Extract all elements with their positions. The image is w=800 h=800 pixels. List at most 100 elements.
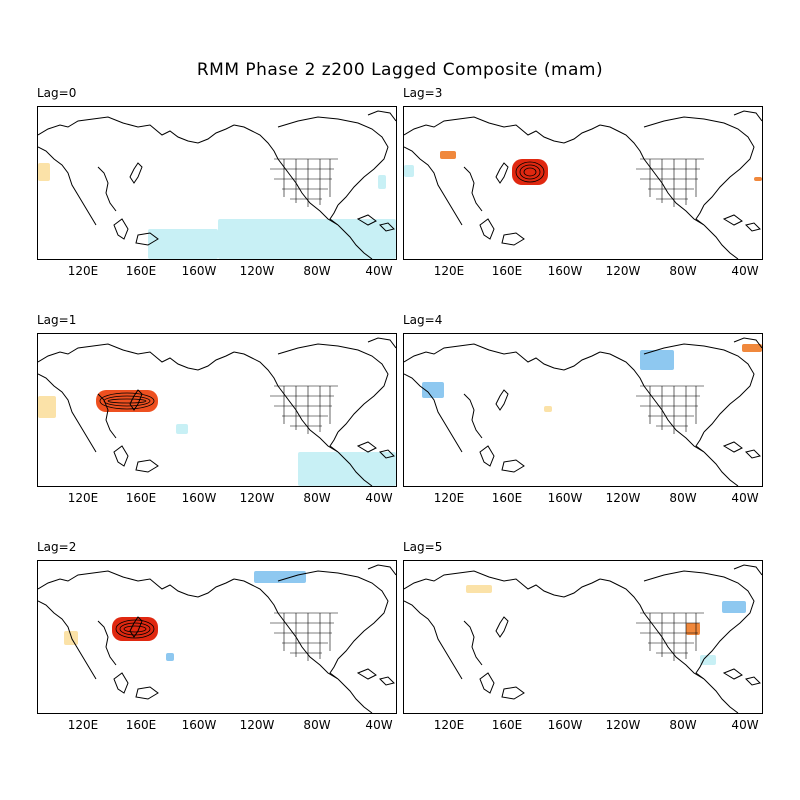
longitude-tick-label: 80W	[669, 264, 697, 278]
longitude-tick-label: 160W	[181, 264, 217, 278]
anomaly-patch	[722, 601, 746, 613]
coastline	[367, 110, 396, 122]
longitude-tick-label: 120E	[433, 718, 465, 732]
map-canvas	[404, 337, 762, 486]
contour-line	[515, 161, 545, 183]
coastline	[733, 564, 762, 576]
coastline	[233, 578, 339, 680]
anomaly-patch	[512, 159, 548, 185]
anomaly-patch	[422, 382, 444, 398]
coastline-layer	[404, 110, 762, 259]
anomaly-patch	[754, 177, 762, 181]
coastline	[38, 600, 97, 680]
anomaly-patch	[64, 631, 78, 645]
coastline	[129, 389, 143, 411]
coastline	[135, 232, 159, 246]
coastline	[501, 459, 525, 473]
coastline	[329, 431, 339, 453]
map-frame	[403, 333, 763, 487]
anomaly-patch	[96, 390, 158, 412]
longitude-tick-label: 40W	[731, 491, 759, 505]
anomaly-patch	[544, 406, 552, 412]
longitude-tick-label: 120W	[239, 718, 275, 732]
coastline	[379, 222, 395, 232]
coastline	[38, 373, 97, 453]
coastline	[129, 616, 143, 638]
longitude-tick-label: 160W	[181, 718, 217, 732]
panel-lag5: Lag=5 120E 160E 160W 120W 80W 40W	[403, 540, 763, 732]
longitude-tick-label: 120E	[67, 491, 99, 505]
contour-line	[523, 167, 537, 177]
longitude-tick-label: 160E	[125, 264, 157, 278]
anomaly-patch	[640, 350, 674, 370]
longitude-tick-label: 80W	[303, 491, 331, 505]
anomaly-patch	[38, 396, 56, 418]
coastline	[643, 343, 755, 433]
panel-label: Lag=5	[403, 540, 443, 554]
anomaly-patch	[176, 424, 188, 434]
coastline	[404, 570, 601, 598]
map-frame	[403, 560, 763, 714]
coastline	[404, 600, 463, 680]
longitude-tick-label: 120W	[239, 491, 275, 505]
longitude-tick-label: 160E	[491, 264, 523, 278]
panel-lag1: Lag=1 120E 160E 160W 120W 80W 40W	[37, 313, 397, 505]
longitude-tick-label: 40W	[365, 491, 393, 505]
anomaly-patch	[112, 617, 158, 641]
longitude-tick-label: 160E	[125, 491, 157, 505]
coastline	[277, 343, 389, 433]
coastline	[745, 449, 761, 459]
coastline	[38, 343, 235, 371]
coastline	[337, 451, 373, 486]
map-frame	[37, 106, 397, 260]
longitude-tick-label: 40W	[365, 264, 393, 278]
coastline	[97, 393, 117, 439]
coastline-layer	[404, 564, 762, 713]
anomaly-patch	[404, 165, 414, 177]
map-canvas	[38, 337, 396, 486]
coastline	[404, 146, 463, 226]
coastline	[495, 616, 509, 638]
coastline	[495, 162, 509, 184]
coastline	[463, 620, 483, 666]
map-canvas	[404, 564, 762, 713]
longitude-axis: 120E 160E 160W 120W 80W 40W	[37, 491, 397, 505]
longitude-tick-label: 120W	[605, 718, 641, 732]
coastline	[703, 678, 739, 713]
coastline	[404, 116, 601, 144]
coastline	[745, 676, 761, 686]
anomaly-patch	[440, 151, 456, 159]
map-canvas	[38, 564, 396, 713]
coastline	[745, 222, 761, 232]
coastline	[501, 232, 525, 246]
coastline	[135, 686, 159, 700]
coastline	[113, 445, 129, 467]
coastline	[643, 570, 755, 660]
coastline	[695, 658, 705, 680]
coastline	[337, 678, 373, 713]
coastline	[479, 672, 495, 694]
anomaly-layer	[404, 151, 762, 185]
longitude-tick-label: 40W	[731, 718, 759, 732]
coastline	[113, 218, 129, 240]
longitude-tick-label: 120E	[67, 264, 99, 278]
anomaly-patch	[700, 655, 716, 665]
coastline-layer	[404, 337, 762, 486]
longitude-tick-label: 40W	[365, 718, 393, 732]
coastline	[233, 124, 339, 226]
coastline	[722, 668, 743, 680]
anomaly-layer	[466, 585, 746, 665]
coastline	[129, 162, 143, 184]
contour-line	[107, 398, 147, 404]
panel-label: Lag=2	[37, 540, 77, 554]
coastline	[356, 441, 377, 453]
coastline	[329, 204, 339, 226]
longitude-tick-label: 120E	[433, 491, 465, 505]
coastline	[479, 218, 495, 240]
map-frame	[37, 560, 397, 714]
longitude-tick-label: 160E	[491, 491, 523, 505]
longitude-axis: 120E 160E 160W 120W 80W 40W	[403, 718, 763, 732]
coastline	[113, 672, 129, 694]
anomaly-layer	[422, 344, 762, 412]
coastline	[495, 389, 509, 411]
